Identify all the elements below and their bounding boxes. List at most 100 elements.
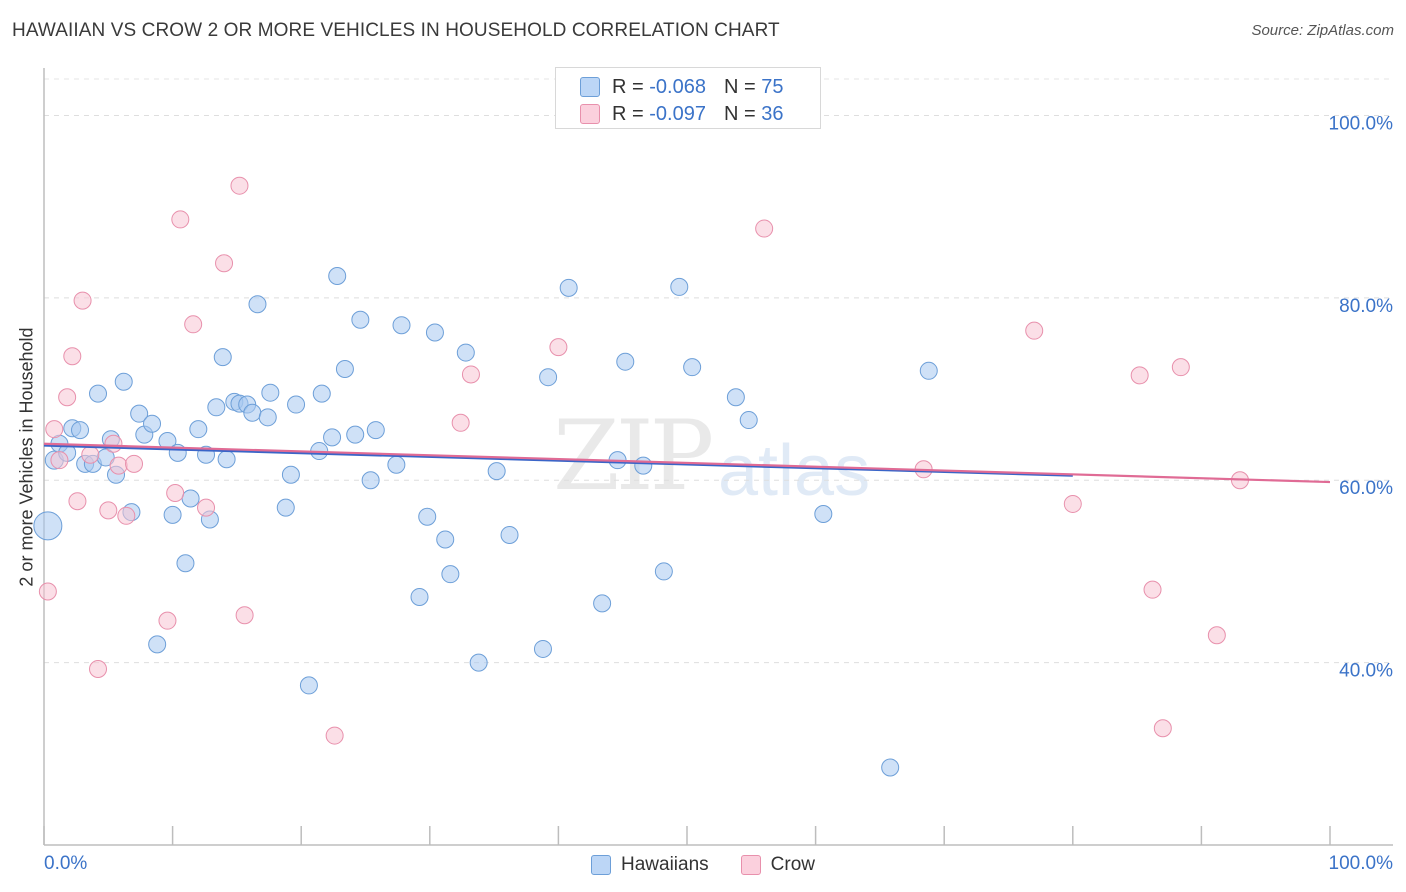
hawaiians-point	[181, 489, 200, 508]
hawaiians-point	[387, 455, 406, 474]
hawaiians-point	[189, 420, 208, 439]
source-label: Source: ZipAtlas.com	[1251, 22, 1394, 39]
legend-row-hawaiians: R = -0.068 N = 75	[580, 74, 783, 100]
legend-r-label: R =	[612, 102, 644, 125]
stats-legend: R = -0.068 N = 75 R = -0.097 N = 36	[555, 67, 821, 129]
x-tick-label: 0.0%	[44, 853, 87, 874]
trend-lines	[43, 442, 1331, 484]
chart-title: HAWAIIAN VS CROW 2 OR MORE VEHICLES IN H…	[12, 20, 780, 41]
hawaiians-point	[683, 358, 702, 377]
hawaiians-point	[248, 295, 267, 314]
hawaiians-point	[739, 411, 758, 430]
hawaiians-point	[163, 505, 182, 524]
y-tick-label: 60.0%	[1339, 478, 1393, 499]
hawaiians-point	[328, 266, 347, 285]
hawaiians-point	[392, 316, 411, 335]
hawaiians-point	[217, 450, 236, 469]
hawaiians-point	[148, 635, 167, 654]
axes	[43, 68, 1393, 846]
crow-point	[1063, 494, 1082, 513]
hawaiians-point	[500, 525, 519, 544]
crow-point	[325, 726, 344, 745]
crow-point	[171, 210, 190, 229]
crow-point	[81, 445, 100, 464]
crow-point	[104, 434, 123, 453]
crow-point	[451, 413, 470, 432]
hawaiians-point	[616, 352, 635, 371]
y-tick-label: 100.0%	[1329, 113, 1394, 134]
hawaiians-point	[351, 310, 370, 329]
hawaiians-point	[33, 511, 63, 541]
hawaiians-point	[425, 323, 444, 342]
series-label-hawaiians: Hawaiians	[621, 854, 709, 875]
hawaiians-point	[533, 639, 552, 658]
hawaiians-point	[176, 554, 195, 573]
hawaiians-point	[323, 428, 342, 447]
crow-point	[230, 176, 249, 195]
hawaiians-point	[881, 758, 900, 777]
hawaiians-point	[258, 408, 277, 427]
crow-point	[63, 347, 82, 366]
series-swatch-hawaiians	[591, 855, 611, 875]
crow-point	[166, 484, 185, 503]
legend-n-label: N =	[723, 102, 756, 125]
crow-trend-line	[43, 442, 1331, 484]
hawaiians-trend-line	[43, 444, 1073, 477]
crow-point	[197, 498, 216, 517]
watermark-zip: ZIP	[553, 400, 714, 512]
hawaiians-point	[487, 462, 506, 481]
crow-point	[125, 454, 144, 473]
hawaiians-point	[456, 343, 475, 362]
crow-point	[1153, 719, 1172, 738]
hawaiians-point	[814, 504, 833, 523]
hawaiians-point	[346, 425, 365, 444]
crow-point	[1171, 358, 1190, 377]
legend-n-label: N =	[723, 75, 756, 98]
hawaiians-point	[71, 421, 90, 440]
crow-point	[549, 338, 568, 357]
x-tick-label: 100.0%	[1329, 853, 1394, 874]
hawaiians-point	[287, 395, 306, 414]
hawaiians-point	[207, 398, 226, 417]
crow-point	[109, 456, 128, 475]
crow-point	[158, 611, 177, 630]
hawaiians-point	[436, 530, 455, 549]
data-points	[33, 176, 1249, 777]
crow-point	[1143, 580, 1162, 599]
legend-row-crow: R = -0.097 N = 36	[580, 101, 783, 127]
hawaiians-point	[261, 383, 280, 402]
hawaiians-point	[654, 562, 673, 581]
legend-r-value: -0.068	[649, 75, 706, 98]
hawaiians-point	[670, 277, 689, 296]
hawaiians-point	[143, 414, 162, 433]
hawaiians-point	[441, 565, 460, 584]
crow-point	[235, 606, 254, 625]
crow-point	[1207, 626, 1226, 645]
crow-point	[68, 492, 87, 511]
legend-n-value: 75	[761, 75, 784, 98]
hawaiians-point	[213, 348, 232, 367]
hawaiians-point	[130, 404, 149, 423]
hawaiians-point	[469, 653, 488, 672]
crow-point	[461, 365, 480, 384]
watermark-atlas: atlas	[718, 431, 871, 511]
series-swatch-crow	[740, 855, 761, 875]
series-legend: Hawaiians Crow	[0, 852, 1406, 878]
hawaiians-point	[89, 384, 108, 403]
hawaiians-point	[410, 587, 429, 606]
crow-point	[117, 506, 136, 525]
crow-point	[89, 660, 108, 679]
y-tick-label: 40.0%	[1339, 661, 1393, 682]
hawaiians-point	[276, 498, 295, 517]
crow-point	[50, 451, 69, 470]
hawaiians-point	[559, 278, 578, 297]
crow-point	[1025, 321, 1044, 340]
hawaiians-point	[726, 388, 745, 407]
crow-point	[45, 420, 64, 439]
crow-point	[73, 291, 92, 310]
crow-point	[58, 388, 77, 407]
hawaiians-point	[299, 676, 318, 695]
hawaiians-point	[361, 471, 380, 490]
hawaiians-point	[593, 594, 612, 613]
